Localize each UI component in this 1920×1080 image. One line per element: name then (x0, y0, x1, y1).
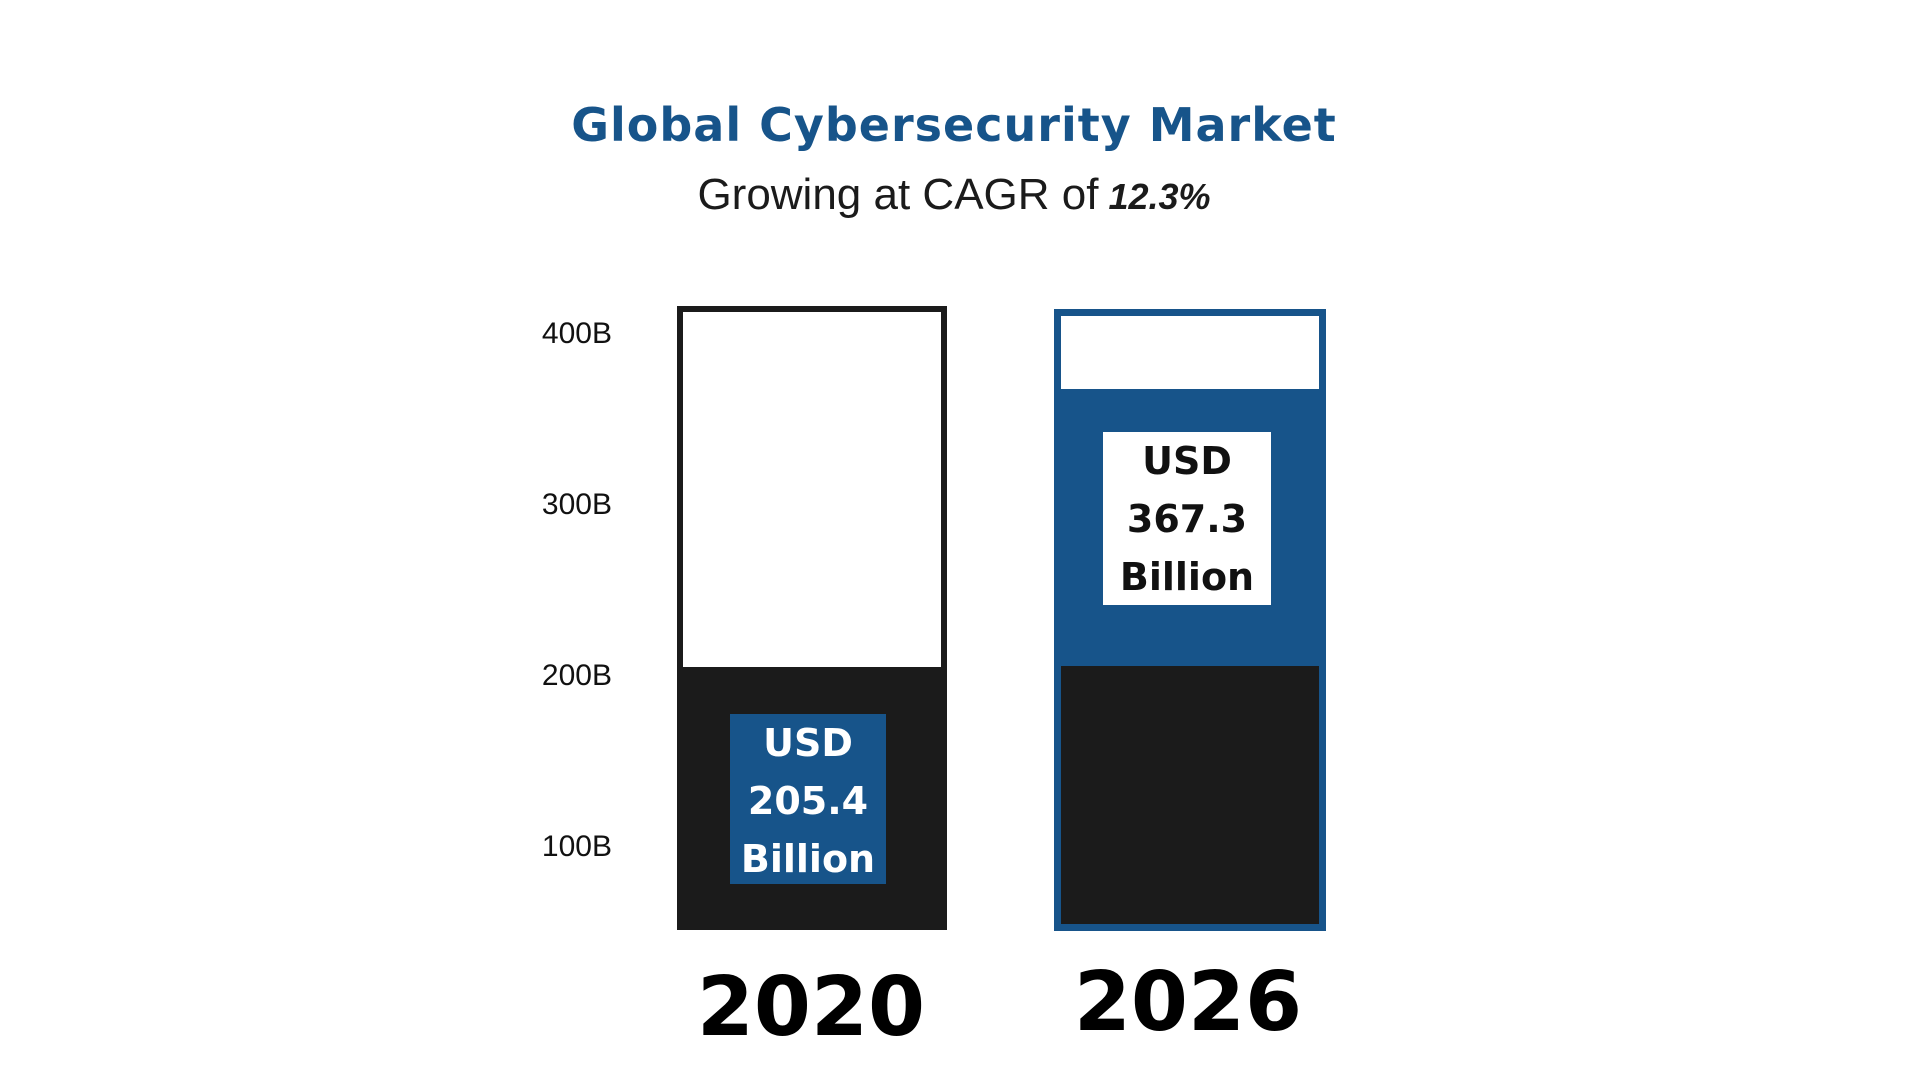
cagr-value: 12.3% (1108, 176, 1211, 217)
data-label-value: 205.4 (747, 779, 869, 823)
data-label-2020: USD 205.4 Billion (730, 714, 886, 884)
x-label-2026: 2026 (1073, 955, 1303, 1050)
data-label-2026: USD 367.3 Billion (1103, 432, 1271, 605)
chart-title: Global Cybersecurity Market (571, 98, 1337, 152)
data-label-unit: Billion (740, 837, 876, 881)
y-tick-label: 400B (541, 317, 612, 350)
y-tick-label: 300B (541, 488, 612, 521)
x-label-2020: 2020 (696, 960, 926, 1055)
chart-subtitle: Growing at CAGR of 12.3% (0, 170, 1908, 220)
data-label-currency: USD (763, 721, 853, 765)
subtitle-text: Growing at CAGR of (697, 170, 1099, 219)
data-label-currency: USD (1142, 439, 1232, 483)
data-label-value: 367.3 (1126, 497, 1248, 541)
bar-fill-2020-overlay (1061, 665, 1319, 924)
y-tick-label: 200B (541, 659, 612, 692)
bar-2026 (1054, 309, 1326, 931)
data-label-unit: Billion (1119, 555, 1255, 599)
y-tick-label: 100B (541, 830, 612, 863)
